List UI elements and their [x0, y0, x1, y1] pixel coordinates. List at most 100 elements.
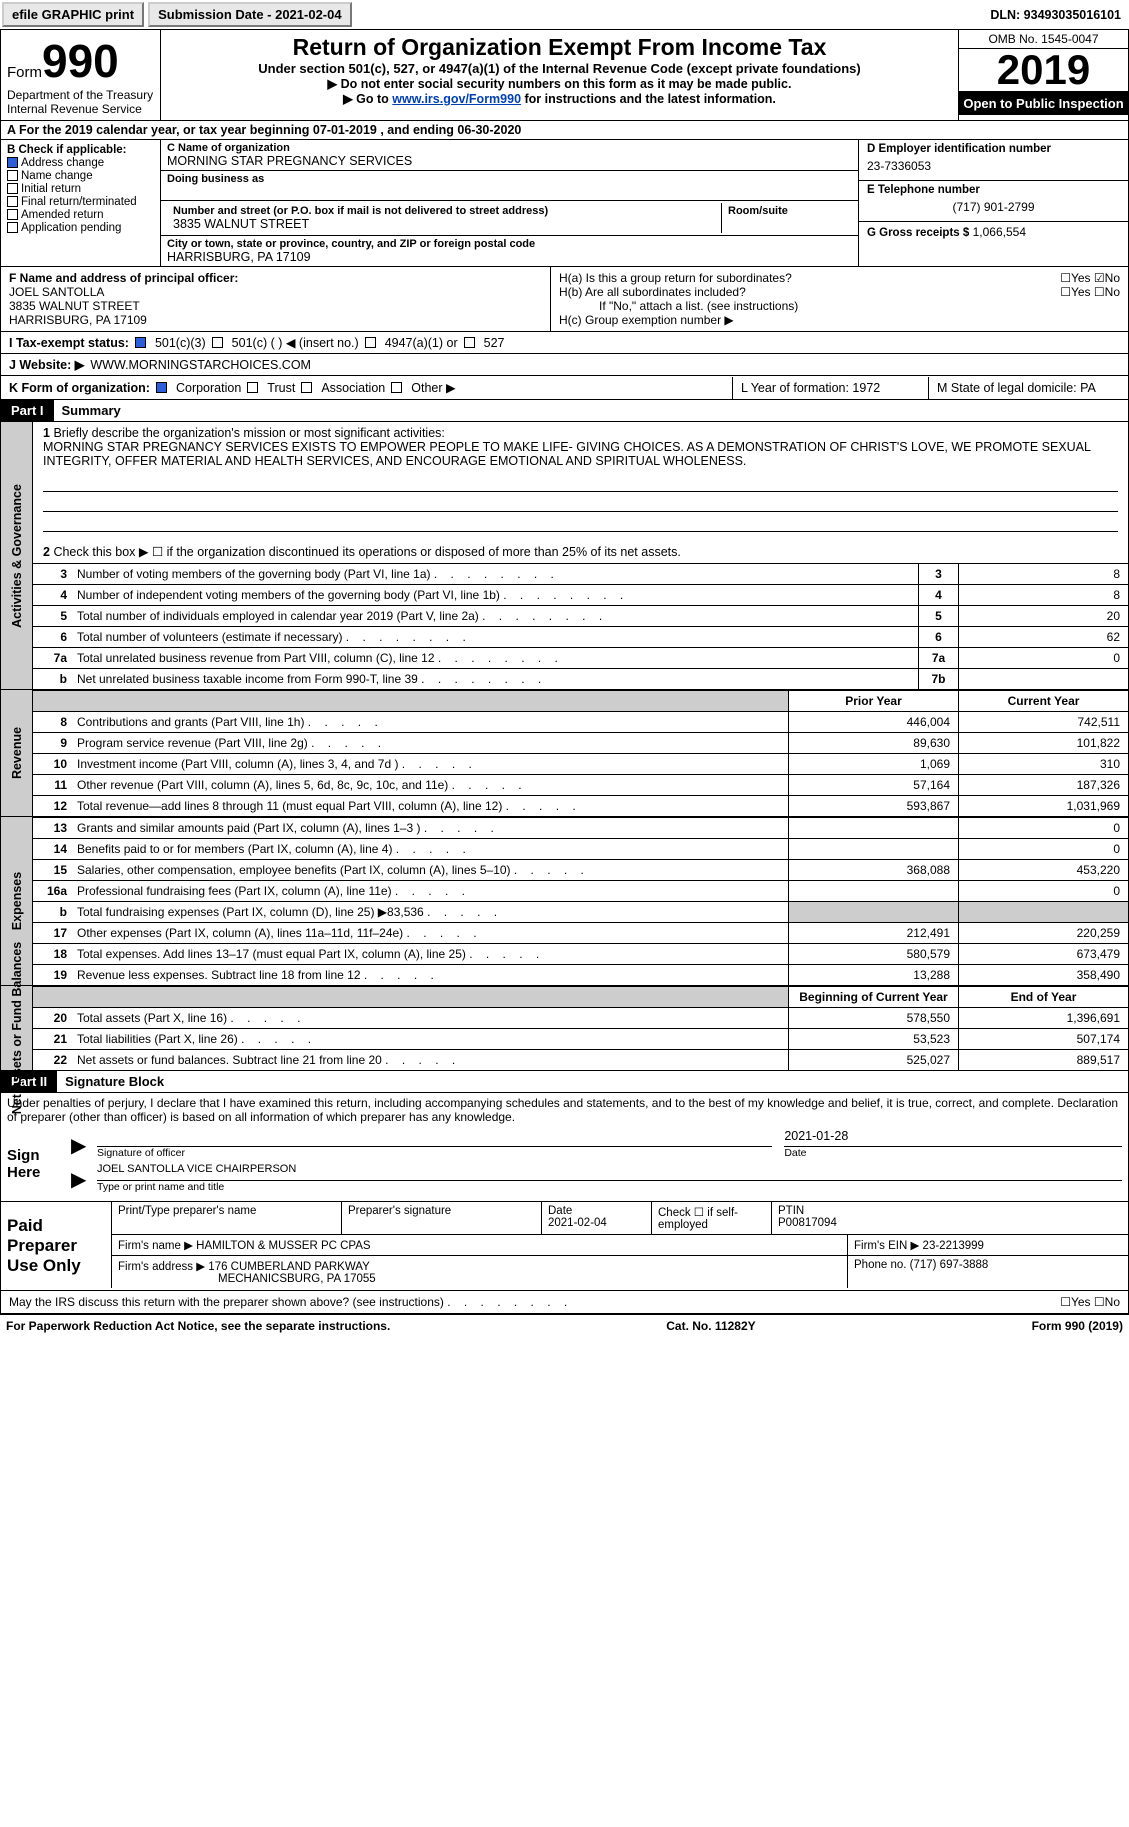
col-prior: Prior Year [788, 691, 958, 711]
discuss-no: No [1105, 1295, 1120, 1309]
checkbox-527[interactable] [464, 337, 475, 348]
i-label: I Tax-exempt status: [9, 336, 129, 350]
firm-ein: 23-2213999 [923, 1240, 984, 1252]
arrow-icon: ▶ [71, 1161, 91, 1195]
section-b: B Check if applicable: Address change Na… [1, 140, 161, 266]
ha-label: H(a) Is this a group return for subordin… [559, 271, 1060, 285]
lbl-address-change: Address change [21, 157, 104, 169]
section-revenue: Revenue Prior Year Current Year 8Contrib… [0, 690, 1129, 817]
checkbox-name-change[interactable] [7, 170, 18, 181]
opt-4947: 4947(a)(1) or [385, 336, 458, 350]
checkbox-assoc[interactable] [301, 382, 312, 393]
section-c: C Name of organization MORNING STAR PREG… [161, 140, 858, 266]
col-end: End of Year [958, 987, 1128, 1007]
vlabel-netassets: Net Assets or Fund Balances [1, 986, 33, 1070]
row-j: J Website: ▶ WWW.MORNINGSTARCHOICES.COM [0, 354, 1129, 376]
checkbox-501c[interactable] [212, 337, 223, 348]
submission-date-button[interactable]: Submission Date - 2021-02-04 [148, 2, 352, 27]
vlabel-revenue: Revenue [1, 690, 33, 816]
part2-title: Signature Block [57, 1071, 1128, 1092]
form-header: Form990 Department of the Treasury Inter… [0, 29, 1129, 121]
hb-yes: Yes [1071, 285, 1091, 299]
opt-527: 527 [484, 336, 505, 350]
section-activities: Activities & Governance 1 Briefly descri… [0, 422, 1129, 690]
org-name-label: C Name of organization [167, 142, 852, 154]
checkbox-501c3[interactable] [135, 337, 146, 348]
checkbox-final-return[interactable] [7, 196, 18, 207]
data-row: 17Other expenses (Part IX, column (A), l… [33, 922, 1128, 943]
opt-trust: Trust [267, 381, 295, 395]
checkbox-pending[interactable] [7, 222, 18, 233]
ptin-label: PTIN [778, 1205, 804, 1217]
gov-row: bNet unrelated business taxable income f… [33, 668, 1128, 689]
section-expenses: Expenses 13Grants and similar amounts pa… [0, 817, 1129, 986]
city-state-zip: HARRISBURG, PA 17109 [167, 250, 852, 264]
footer-mid: Cat. No. 11282Y [666, 1319, 755, 1333]
data-row: 20Total assets (Part X, line 16)578,5501… [33, 1007, 1128, 1028]
data-row: 16aProfessional fundraising fees (Part I… [33, 880, 1128, 901]
hc-label: H(c) Group exemption number ▶ [559, 313, 1120, 327]
data-row: 11Other revenue (Part VIII, column (A), … [33, 774, 1128, 795]
goto-post: for instructions and the latest informat… [521, 92, 776, 106]
firm-ein-label: Firm's EIN ▶ [854, 1240, 919, 1252]
blank-line-2 [43, 496, 1118, 512]
declaration-text: Under penalties of perjury, I declare th… [1, 1093, 1128, 1127]
website-value: WWW.MORNINGSTARCHOICES.COM [90, 358, 311, 372]
ha-no: No [1105, 271, 1120, 285]
gov-row: 5Total number of individuals employed in… [33, 605, 1128, 626]
data-row: 12Total revenue—add lines 8 through 11 (… [33, 795, 1128, 816]
checkbox-amended[interactable] [7, 209, 18, 220]
part1-badge: Part I [1, 400, 54, 421]
row-i: I Tax-exempt status: 501(c)(3) 501(c) ( … [0, 332, 1129, 354]
form-subtitle: Under section 501(c), 527, or 4947(a)(1)… [169, 61, 950, 76]
efile-print-button[interactable]: efile GRAPHIC print [2, 2, 144, 27]
l-year: L Year of formation: 1972 [732, 377, 922, 399]
paid-preparer-label: Paid Preparer Use Only [1, 1202, 111, 1290]
revenue-colhdr: Prior Year Current Year [33, 690, 1128, 711]
irs-link[interactable]: www.irs.gov/Form990 [392, 92, 521, 106]
j-label: J Website: ▶ [9, 357, 84, 372]
checkbox-other[interactable] [391, 382, 402, 393]
lbl-amended: Amended return [21, 209, 103, 221]
checkbox-trust[interactable] [247, 382, 258, 393]
checkbox-address-change[interactable] [7, 157, 18, 168]
sig-date-label: Date [784, 1147, 1122, 1159]
checkbox-initial-return[interactable] [7, 183, 18, 194]
k-label: K Form of organization: [9, 381, 150, 395]
signature-block: Under penalties of perjury, I declare th… [0, 1093, 1129, 1314]
section-bcd: B Check if applicable: Address change Na… [0, 140, 1129, 267]
footer-left: For Paperwork Reduction Act Notice, see … [6, 1319, 390, 1333]
discuss-text: May the IRS discuss this return with the… [9, 1295, 567, 1309]
gov-row: 3Number of voting members of the governi… [33, 563, 1128, 584]
data-row: 18Total expenses. Add lines 13–17 (must … [33, 943, 1128, 964]
checkbox-corp[interactable] [156, 382, 167, 393]
prep-check: Check ☐ if self-employed [658, 1207, 738, 1231]
room-label: Room/suite [728, 205, 846, 217]
sign-here-label: Sign Here [1, 1127, 71, 1201]
section-fh: F Name and address of principal officer:… [0, 267, 1129, 332]
checkbox-4947[interactable] [365, 337, 376, 348]
data-row: 22Net assets or fund balances. Subtract … [33, 1049, 1128, 1070]
opt-other: Other ▶ [411, 380, 455, 395]
data-row: bTotal fundraising expenses (Part IX, co… [33, 901, 1128, 922]
org-name: MORNING STAR PREGNANCY SERVICES [167, 154, 852, 168]
blank-line-1 [43, 476, 1118, 492]
prep-name-label: Print/Type preparer's name [118, 1205, 256, 1217]
data-row: 13Grants and similar amounts paid (Part … [33, 817, 1128, 838]
note-goto: ▶ Go to www.irs.gov/Form990 for instruct… [169, 91, 950, 106]
page-footer: For Paperwork Reduction Act Notice, see … [0, 1314, 1129, 1337]
city-label: City or town, state or province, country… [167, 238, 852, 250]
col-current: Current Year [958, 691, 1128, 711]
data-row: 21Total liabilities (Part X, line 26)53,… [33, 1028, 1128, 1049]
prep-sig-label: Preparer's signature [348, 1205, 451, 1217]
prep-date: 2021-02-04 [548, 1217, 607, 1229]
gov-row: 4Number of independent voting members of… [33, 584, 1128, 605]
tel-value: (717) 901-2799 [867, 196, 1120, 218]
ha-yes: Yes [1071, 271, 1091, 285]
goto-pre: ▶ Go to [343, 92, 392, 106]
street-address: 3835 WALNUT STREET [173, 217, 715, 231]
firm-addr-label: Firm's address ▶ [118, 1261, 205, 1273]
top-toolbar: efile GRAPHIC print Submission Date - 20… [0, 0, 1129, 29]
officer-addr2: HARRISBURG, PA 17109 [9, 313, 542, 327]
dln-label: DLN: 93493035016101 [990, 8, 1127, 22]
